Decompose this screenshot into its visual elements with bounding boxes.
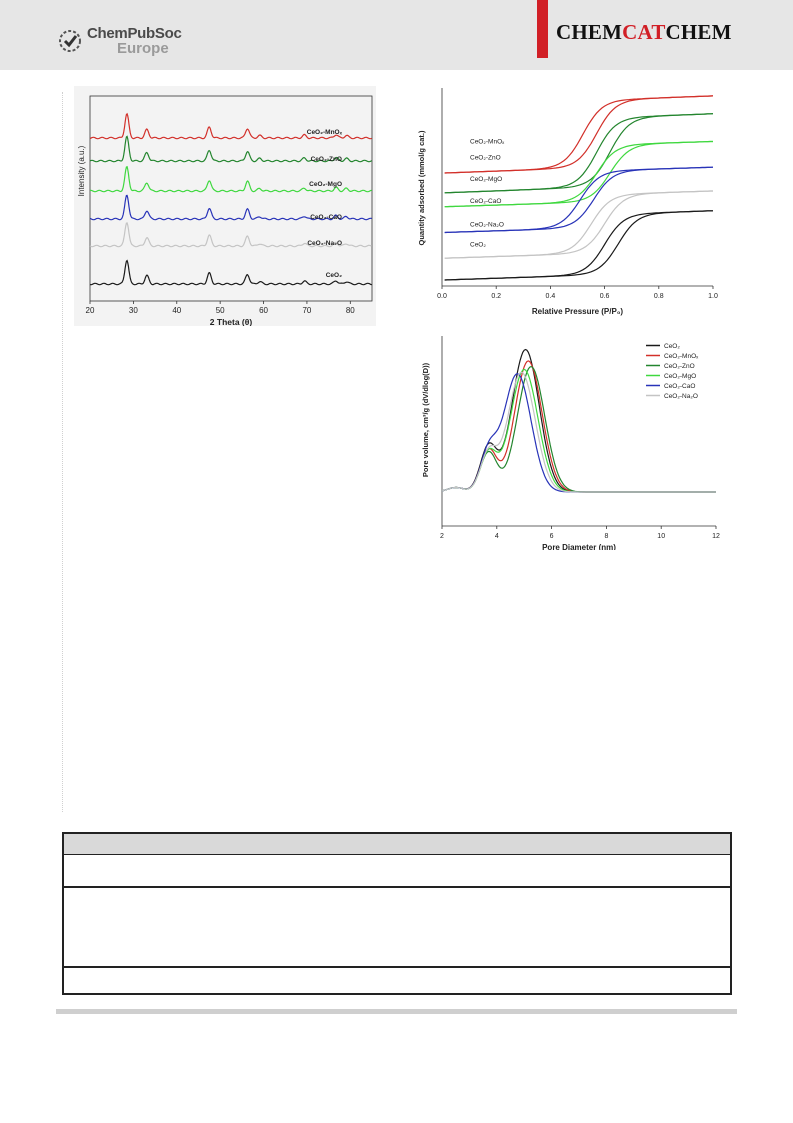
publisher-brand: ChemPubSoc Europe: [58, 26, 182, 56]
xrd-series-label: CeO₂-CaO: [310, 214, 342, 221]
xrd-plot-frame: [89, 95, 373, 302]
publisher-name: ChemPubSoc: [87, 25, 182, 42]
iso-adsorption-line: [444, 95, 714, 174]
xrd-figure: 20 30 40 50 60 70 80 2 Theta (θ) Intensity (a.u.…: [74, 86, 376, 327]
pore-series-line: [441, 371, 716, 493]
xrd-series-label: CeO₂: [326, 272, 342, 279]
xrd-series-line: [89, 135, 373, 163]
xrd-x-tick-label: 80: [346, 306, 355, 315]
xrd-x-tick-label: 70: [302, 306, 311, 315]
xrd-series-line: [89, 194, 372, 221]
pore-legend-label: CeO₂-ZnO: [664, 363, 695, 370]
line-number-gutter: [62, 92, 69, 812]
iso-x-tick-label: 0.0: [437, 293, 447, 300]
iso-desorption-line: [444, 190, 713, 259]
iso-x-axis-label: Relative Pressure (P/P₀): [532, 307, 624, 316]
pore-series-line: [441, 372, 716, 493]
xrd-series-line: [89, 259, 372, 286]
pore-legend-label: CeO₂-MnOₓ: [664, 353, 699, 360]
iso-desorption-line: [444, 95, 714, 174]
journal-title: CHEMCATCHEM: [556, 20, 732, 45]
xrd-series-label: CeO₂-MnOₓ: [307, 129, 343, 136]
pore-x-tick-label: 2: [440, 533, 444, 540]
footer-rule: [56, 1009, 737, 1014]
page-header: ChemPubSoc Europe CHEMCATCHEM: [0, 0, 793, 70]
publisher-logo-icon: [59, 30, 81, 52]
iso-series-label: CeO₂-ZnO: [470, 154, 501, 161]
journal-accent-bar: [537, 0, 548, 58]
iso-desorption-line: [444, 210, 714, 281]
iso-x-tick-label: 0.6: [600, 293, 610, 300]
xrd-x-tick-label: 50: [216, 306, 225, 315]
pore-x-tick-label: 8: [604, 533, 608, 540]
isotherm-chart: 0.0 0.2 0.4 0.6 0.8 1.0 Relative Pressure (P/P…: [417, 88, 718, 316]
iso-series-label: CeO₂-Na₂O: [470, 222, 504, 229]
xrd-x-tick-label: 30: [129, 306, 138, 315]
pore-series-line: [441, 348, 716, 493]
pore-x-tick-label: 10: [657, 533, 665, 540]
pore-distribution-chart: 2 4 6 8 10 12 Pore Diameter (nm) Pore volume, c…: [421, 336, 720, 552]
iso-series-label: CeO₂-MnOₓ: [470, 138, 505, 145]
journal-title-part3: CHEM: [665, 20, 732, 44]
iso-x-tick-label: 0.4: [546, 293, 556, 300]
xrd-x-tick-label: 20: [86, 306, 95, 315]
pore-legend-label: CeO₂-MgO: [664, 373, 696, 380]
journal-title-part2: CAT: [622, 20, 666, 44]
pore-y-axis-label: Pore volume, cm³/g (dV/dlog(D)): [421, 362, 430, 477]
table-row: [64, 855, 730, 888]
xrd-y-axis-label: Intensity (a.u.): [77, 145, 86, 196]
pore-distribution-figure: 2 4 6 8 10 12 Pore Diameter (nm) Pore volume, c…: [410, 330, 730, 552]
iso-series-label: CeO₂-MgO: [470, 176, 502, 183]
pore-series-line: [441, 360, 716, 493]
iso-series-label: CeO₂-CaO: [470, 198, 501, 205]
xrd-series-label: CeO₂-MgO: [309, 181, 342, 188]
pore-legend-label: CeO₂-CaO: [664, 383, 695, 390]
journal-title-part1: CHEM: [556, 20, 623, 44]
xrd-series-label: CeO₂-Na₂O: [307, 240, 342, 247]
table-row: [64, 888, 730, 968]
table-header-row: [64, 834, 730, 855]
iso-desorption-line: [444, 140, 713, 208]
iso-y-axis-label: Quantity adsorbed (mmol/g cat.): [417, 130, 426, 246]
pore-x-tick-label: 6: [550, 533, 554, 540]
iso-x-tick-label: 0.8: [654, 293, 664, 300]
xrd-chart: 20 30 40 50 60 70 80 2 Theta (θ) Intensity (a.u.…: [77, 95, 373, 327]
pore-legend-label: CeO₂: [664, 343, 680, 350]
iso-x-tick-label: 0.2: [491, 293, 501, 300]
xrd-series-line: [89, 112, 372, 140]
pore-x-tick-label: 4: [495, 533, 499, 540]
iso-desorption-line: [444, 166, 714, 234]
pore-x-tick-label: 12: [712, 533, 720, 540]
publisher-region: Europe: [117, 40, 169, 57]
xrd-x-axis-label: 2 Theta (θ): [210, 317, 253, 326]
table-frame: [62, 832, 732, 995]
xrd-x-tick-label: 40: [172, 306, 181, 315]
xrd-series-line: [90, 165, 372, 193]
pore-legend-label: CeO₂-Na₂O: [664, 393, 698, 400]
xrd-x-tick-label: 60: [259, 306, 268, 315]
xrd-series-label: CeO₂-ZnO: [311, 156, 342, 163]
pore-x-axis-label: Pore Diameter (nm): [542, 543, 616, 550]
iso-x-tick-label: 1.0: [708, 293, 718, 300]
iso-desorption-line: [444, 113, 714, 194]
iso-series-label: CeO₂: [470, 241, 486, 248]
xrd-series-line: [89, 222, 373, 248]
isotherm-figure: 0.0 0.2 0.4 0.6 0.8 1.0 Relative Pressure (P/P…: [408, 78, 728, 323]
